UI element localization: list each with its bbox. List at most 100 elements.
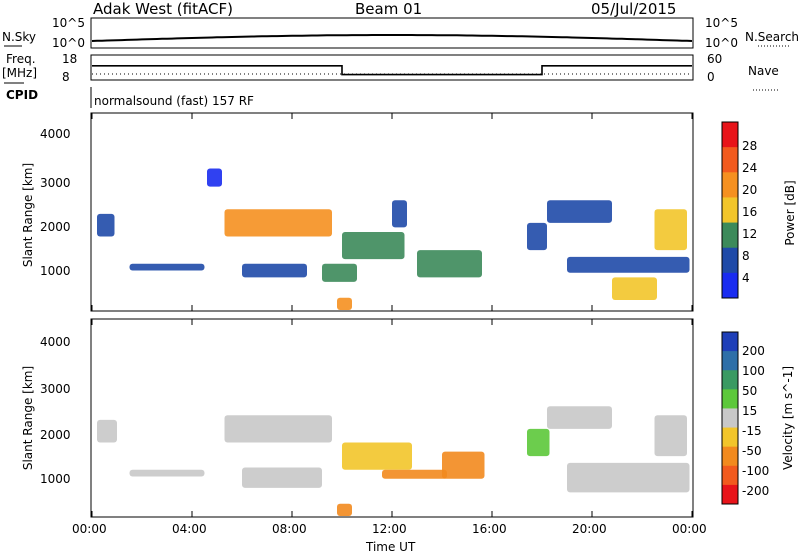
power-colorbar-swatch <box>722 247 738 274</box>
velocity-colorbar-swatch <box>722 408 738 429</box>
xlabel: Time UT <box>366 540 416 554</box>
noise-panel-frame <box>90 17 694 49</box>
xtick-3: 12:00 <box>372 522 407 536</box>
n-search-tick-top: 10^5 <box>705 16 738 30</box>
velocity-patches <box>97 406 690 516</box>
power-patch <box>224 209 332 237</box>
n-sky-label: N.Sky <box>2 30 37 44</box>
vel-cb-tick-m15: -15 <box>742 424 762 438</box>
x-tick-marks <box>91 113 693 517</box>
nave-label: Nave <box>748 64 779 78</box>
velocity-colorbar-frame <box>721 331 739 505</box>
n-sky-tick-top: 10^5 <box>52 16 85 30</box>
velocity-patch <box>129 469 205 477</box>
power-colorbar-swatch <box>722 222 738 249</box>
velocity-patch <box>654 415 687 457</box>
velocity-colorbar-swatch <box>722 446 738 467</box>
power-patch <box>97 213 115 237</box>
xtick-4: 16:00 <box>472 522 507 536</box>
velocity-ytick-4000: 4000 <box>40 335 71 349</box>
velocity-colorbar-swatch <box>722 465 738 486</box>
xtick-5: 20:00 <box>572 522 607 536</box>
station-title: Adak West (fitACF) <box>93 0 233 18</box>
velocity-colorbar-swatch <box>722 427 738 448</box>
velocity-colorbar-swatch <box>722 370 738 390</box>
velocity-patch <box>442 451 485 479</box>
power-ytick-2000: 2000 <box>40 220 71 234</box>
velocity-patch <box>567 462 690 493</box>
freq-label: Freq. <box>6 52 36 66</box>
velocity-patch <box>547 406 612 429</box>
power-patch <box>322 263 357 282</box>
power-colorbar <box>721 121 739 299</box>
freq-panel-frame <box>90 54 694 81</box>
vel-cb-tick-200: 200 <box>742 344 765 358</box>
power-patch <box>129 263 205 271</box>
noise-trace <box>91 34 693 42</box>
power-colorbar-swatch <box>722 122 738 148</box>
velocity-colorbar-swatch <box>722 351 738 371</box>
power-cb-tick-24: 24 <box>742 161 758 175</box>
power-patch <box>612 277 657 301</box>
xtick-1: 04:00 <box>172 522 207 536</box>
vel-cb-tick-m100: -100 <box>742 464 770 478</box>
nave-tick-bottom: 0 <box>707 70 715 84</box>
power-colorbar-swatch <box>722 197 738 224</box>
power-patch <box>337 297 352 310</box>
cpid-text: normalsound (fast) 157 RF <box>94 94 254 108</box>
beam-label: Beam 01 <box>355 0 423 18</box>
n-search-tick-bottom: 10^0 <box>705 36 738 50</box>
vel-cb-tick-50: 50 <box>742 384 758 398</box>
vel-cb-tick-m50: -50 <box>742 444 762 458</box>
power-colorbar-swatch <box>722 172 738 198</box>
velocity-colorbar-swatch <box>722 389 738 409</box>
power-cb-tick-16: 16 <box>742 205 758 219</box>
power-cb-tick-28: 28 <box>742 139 758 153</box>
power-patch <box>417 250 482 278</box>
power-patch <box>207 168 222 187</box>
vel-cb-tick-100: 100 <box>742 364 765 378</box>
power-patch <box>392 200 407 228</box>
power-ytick-3000: 3000 <box>40 176 71 190</box>
power-ytick-4000: 4000 <box>40 127 71 141</box>
power-cb-tick-20: 20 <box>742 183 758 197</box>
velocity-patch <box>97 419 117 443</box>
nave-tick-top: 60 <box>707 52 723 66</box>
cpid-label: CPID <box>6 88 39 102</box>
power-patch <box>342 231 405 260</box>
freq-trace <box>92 65 692 76</box>
vel-cb-tick-m200: -200 <box>742 484 770 498</box>
power-patch <box>527 222 547 251</box>
xtick-2: 08:00 <box>272 522 307 536</box>
power-colorbar-swatch <box>722 147 738 173</box>
xtick-0: 00:00 <box>72 522 107 536</box>
velocity-colorbar <box>721 331 739 505</box>
freq-tick-bottom: 8 <box>62 70 70 84</box>
power-patch <box>547 200 612 223</box>
power-patch <box>567 256 690 273</box>
xtick-6: 00:00 <box>672 522 707 536</box>
power-patch <box>242 263 307 278</box>
n-search-label: N.Search <box>745 30 800 44</box>
velocity-colorbar-swatch <box>722 484 738 505</box>
freq-unit-label: [MHz] <box>2 66 38 80</box>
velocity-ytick-3000: 3000 <box>40 382 71 396</box>
power-colorbar-swatch <box>722 272 738 299</box>
n-sky-tick-bottom: 10^0 <box>52 36 85 50</box>
freq-tick-top: 18 <box>62 52 78 66</box>
velocity-ytick-1000: 1000 <box>40 472 71 486</box>
power-patch <box>654 209 687 251</box>
velocity-patch <box>224 415 332 443</box>
velocity-patch <box>242 467 322 488</box>
power-ytick-1000: 1000 <box>40 264 71 278</box>
velocity-patch <box>342 442 412 470</box>
velocity-ytick-2000: 2000 <box>40 428 71 442</box>
date-label: 05/Jul/2015 <box>591 0 677 18</box>
power-cb-tick-8: 8 <box>742 249 750 263</box>
velocity-colorbar-swatch <box>722 332 738 352</box>
velocity-patch <box>527 428 550 457</box>
power-cb-tick-4: 4 <box>742 271 750 285</box>
velocity-patch <box>382 469 447 479</box>
